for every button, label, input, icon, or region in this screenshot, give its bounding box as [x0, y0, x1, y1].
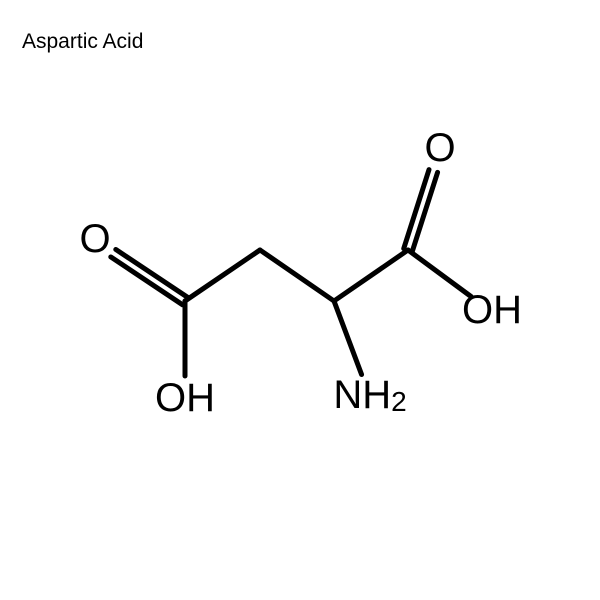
- atom-O_top_left: O: [79, 217, 110, 261]
- structure-svg: O OH NH2 O OH: [0, 0, 600, 600]
- atoms-layer: O OH NH2 O OH: [79, 126, 522, 420]
- atom-NH2: NH2: [333, 373, 406, 418]
- atom-O_top_right: O: [424, 126, 455, 170]
- atom-OH_right: OH: [462, 288, 522, 332]
- molecule-canvas: Aspartic Acid OOHNH2OOH: [0, 0, 600, 600]
- bonds-layer: [111, 170, 471, 376]
- atom-OH_bottom: OH: [155, 376, 215, 420]
